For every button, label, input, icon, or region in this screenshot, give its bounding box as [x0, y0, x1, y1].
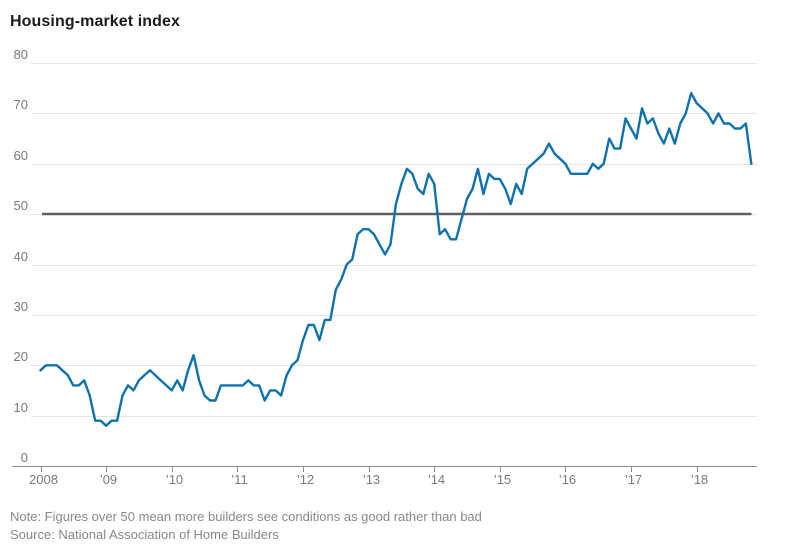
y-axis-label: 80 [14, 47, 28, 62]
x-axis-label: ’13 [363, 472, 380, 487]
y-axis-label: 20 [14, 349, 28, 364]
y-axis-label: 60 [14, 148, 28, 163]
series-line-housing-market-index [39, 92, 753, 427]
x-axis-label: ’14 [428, 472, 445, 487]
x-axis-label: ’18 [691, 472, 708, 487]
y-axis-label: 70 [14, 97, 28, 112]
chart-source: Source: National Association of Home Bui… [10, 527, 279, 542]
chart-title: Housing-market index [10, 13, 181, 30]
x-axis-label: 2008 [29, 472, 58, 487]
y-axis-label: 50 [14, 198, 28, 213]
y-axis-label: 10 [14, 400, 28, 415]
x-axis-label: ’11 [231, 472, 247, 487]
y-axis-label: 40 [14, 249, 28, 264]
x-axis-label: ’17 [625, 472, 642, 487]
x-axis-label: ’10 [166, 472, 183, 487]
x-axis-label: ’15 [494, 472, 511, 487]
x-axis-label: ’16 [559, 472, 576, 487]
y-axis-label: 30 [14, 299, 28, 314]
y-axis-label: 0 [21, 450, 28, 465]
chart-note: Note: Figures over 50 mean more builders… [10, 509, 482, 524]
x-axis-label: ’12 [297, 472, 314, 487]
x-axis-label: ’09 [100, 472, 117, 487]
